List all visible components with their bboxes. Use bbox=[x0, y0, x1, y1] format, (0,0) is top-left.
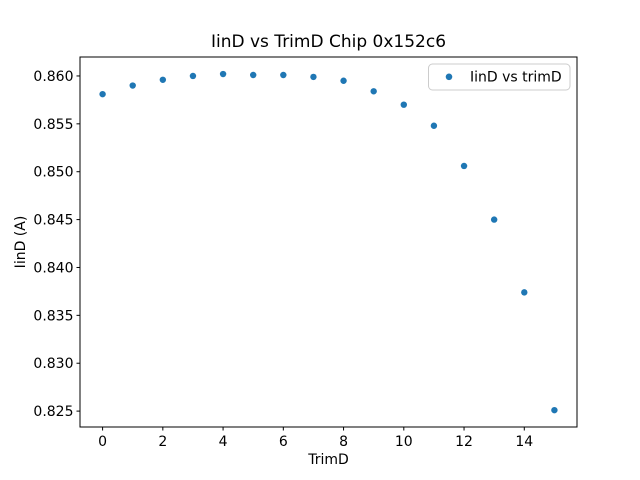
data-point bbox=[310, 73, 317, 81]
x-tick-label: 0 bbox=[98, 434, 107, 450]
legend-marker-icon bbox=[445, 73, 453, 81]
data-point bbox=[99, 90, 106, 98]
data-point bbox=[521, 289, 528, 296]
legend-label: IinD vs trimD bbox=[470, 70, 562, 86]
y-tick-label: 0.830 bbox=[33, 356, 73, 372]
data-point bbox=[189, 72, 197, 80]
x-tick-label: 14 bbox=[515, 434, 533, 450]
y-tick-label: 0.840 bbox=[33, 260, 73, 276]
x-tick-label: 10 bbox=[395, 434, 413, 450]
data-point bbox=[250, 71, 257, 79]
y-tick-label: 0.860 bbox=[33, 69, 73, 85]
y-axis-label: IinD (A) bbox=[13, 216, 29, 269]
data-point bbox=[280, 71, 287, 79]
data-point bbox=[430, 122, 438, 129]
x-tick-label: 2 bbox=[158, 434, 167, 450]
y-tick-label: 0.835 bbox=[33, 308, 73, 324]
x-tick-label: 12 bbox=[455, 434, 473, 450]
y-tick-label: 0.855 bbox=[33, 117, 73, 133]
data-point bbox=[159, 76, 167, 83]
y-tick-label: 0.845 bbox=[33, 213, 73, 229]
data-point bbox=[129, 82, 136, 89]
legend: IinD vs trimD bbox=[428, 63, 571, 91]
axes-layer: 0 2 4 6 8 10 12 14 0.825 0.830 0.835 0.840 0.845 0.85… bbox=[33, 56, 578, 450]
y-tick-label: 0.850 bbox=[33, 165, 73, 181]
data-point bbox=[370, 88, 377, 95]
x-tick-label: 6 bbox=[279, 434, 288, 450]
x-axis-label: TrimD bbox=[307, 452, 349, 468]
y-tick-label: 0.825 bbox=[33, 404, 73, 420]
x-tick-label: 4 bbox=[219, 434, 228, 450]
data-point bbox=[400, 101, 407, 108]
x-tick-label: 8 bbox=[339, 434, 348, 450]
data-point bbox=[460, 162, 468, 170]
chart-title: IinD vs TrimD Chip 0x152c6 bbox=[211, 32, 446, 52]
data-point bbox=[219, 70, 227, 78]
data-point bbox=[490, 216, 498, 223]
data-point bbox=[340, 77, 347, 84]
axes-spines bbox=[79, 56, 578, 428]
legend-box bbox=[428, 63, 571, 91]
data-point bbox=[551, 406, 558, 414]
